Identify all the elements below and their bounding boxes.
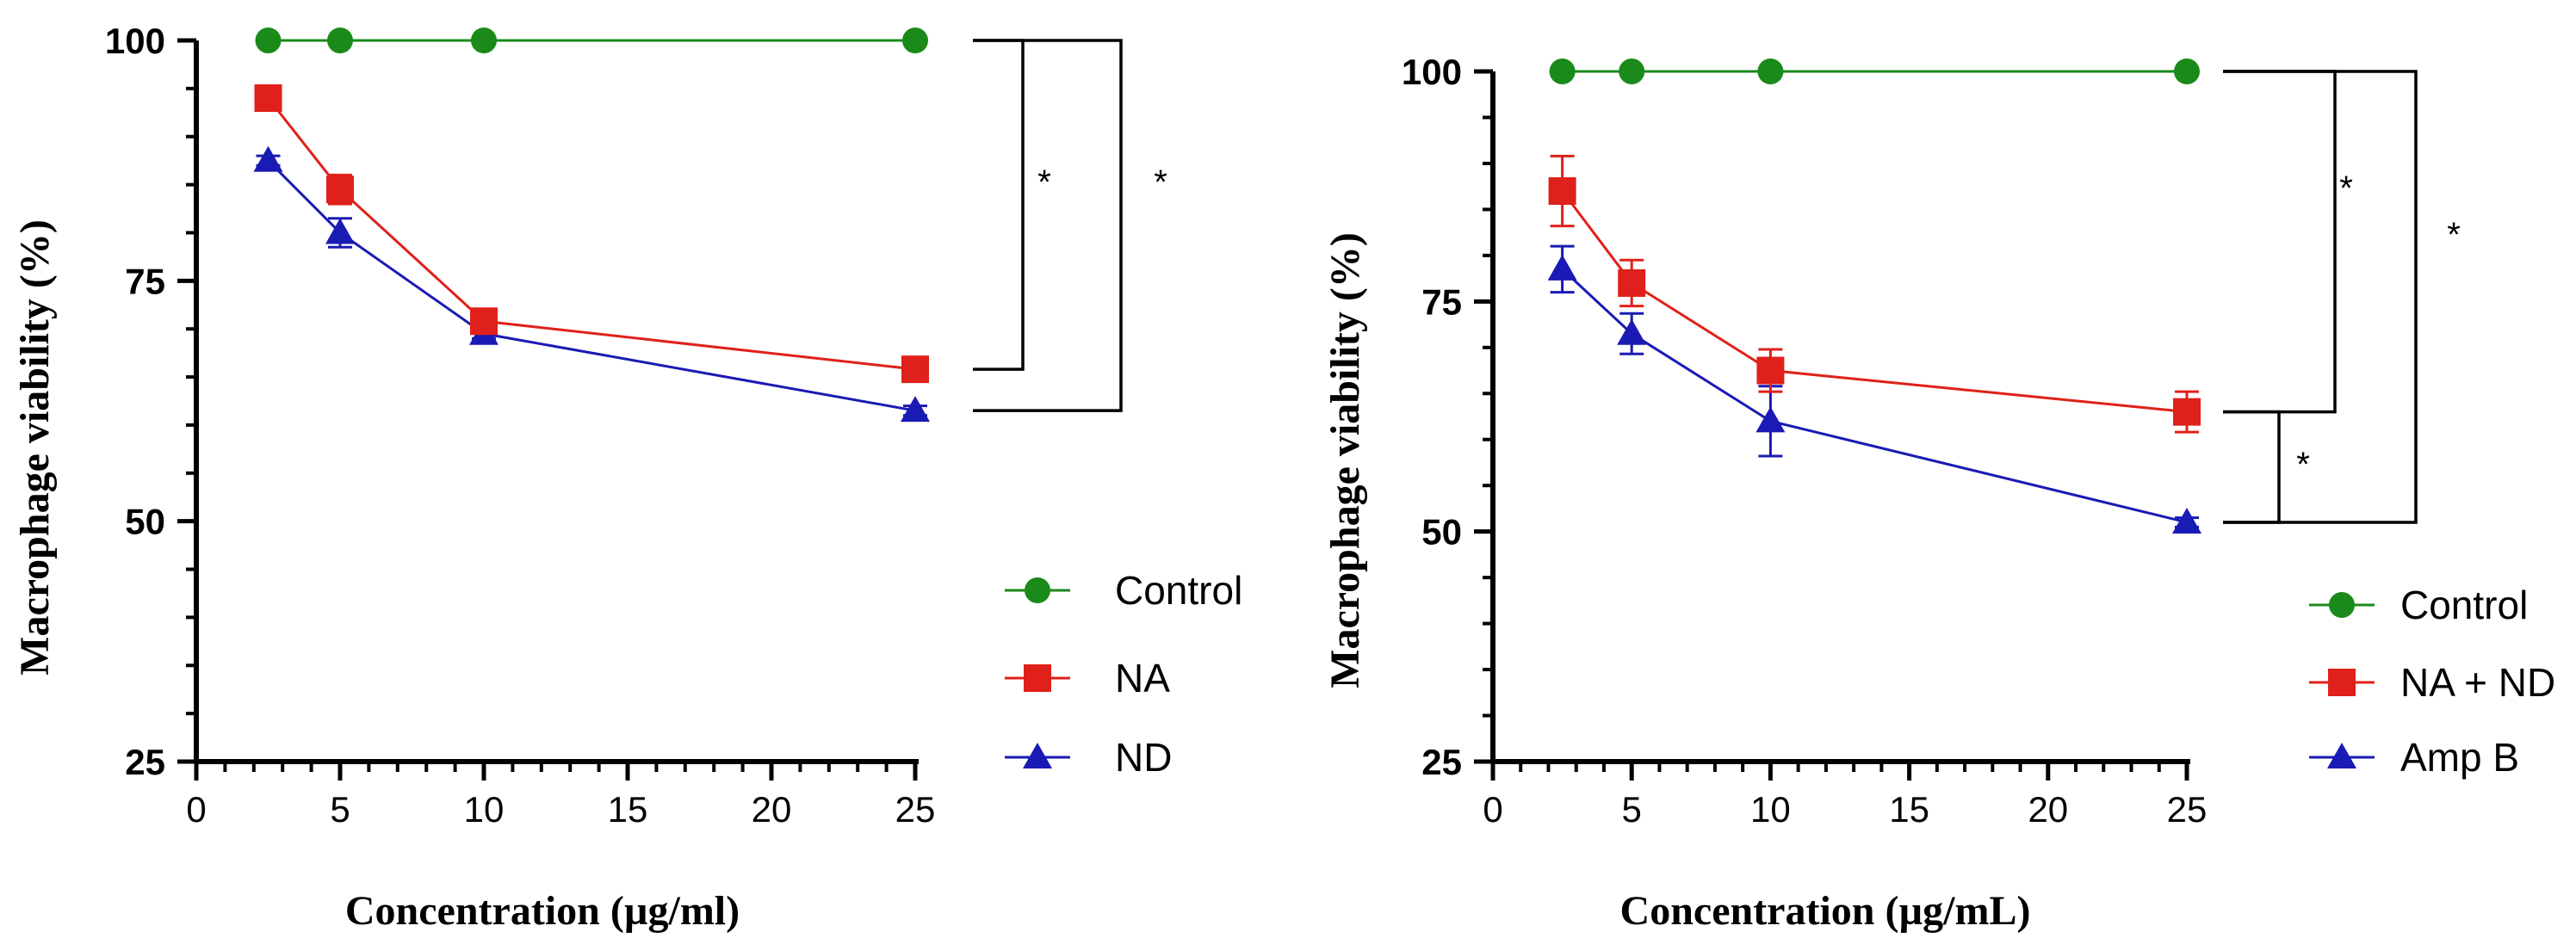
- significance-bracket: [2223, 410, 2281, 524]
- legend-label: Control: [1115, 568, 1242, 613]
- y-tick-label: 75: [1421, 281, 1462, 322]
- y-tick-label: 50: [125, 502, 165, 542]
- chart-panel-left: Concentration (µg/ml) Macrophage viabili…: [12, 21, 1242, 934]
- legend-item: Control: [1005, 568, 1242, 613]
- legend-marker: [2328, 669, 2356, 696]
- legend-label: Control: [2400, 583, 2528, 627]
- data-point: [470, 307, 498, 336]
- data-point: [1757, 59, 1784, 84]
- y-axis-title: Macrophage viability (%): [1322, 232, 1368, 688]
- y-tick-label: 50: [1421, 512, 1462, 552]
- series-nd: [253, 145, 930, 423]
- y-tick-label: 100: [1402, 52, 1462, 92]
- x-tick-label: 5: [1622, 789, 1642, 830]
- legend-label: Amp B: [2400, 735, 2519, 780]
- x-tick-label: 25: [895, 789, 936, 830]
- legend: Control NA + ND Amp B: [2309, 583, 2555, 780]
- legend-marker: [2327, 743, 2356, 768]
- data-point: [253, 145, 283, 172]
- data-point: [325, 218, 355, 244]
- data-point: [901, 355, 929, 384]
- legend-marker: [1025, 577, 1050, 603]
- y-tick-label: 25: [125, 742, 165, 782]
- data-point: [1547, 254, 1577, 281]
- series-line: [1561, 190, 2188, 414]
- significance-bracket: [973, 39, 1123, 412]
- legend-marker: [2329, 592, 2355, 618]
- x-tick-label: 20: [752, 789, 792, 830]
- series-na: [254, 84, 929, 384]
- x-tick-label: 5: [330, 789, 350, 830]
- legend-marker: [1024, 664, 1051, 692]
- data-point: [901, 396, 930, 423]
- data-point: [326, 176, 354, 204]
- x-tick-label: 0: [1483, 789, 1502, 830]
- data-point: [902, 28, 928, 53]
- data-point: [1618, 268, 1646, 297]
- data-point: [2173, 398, 2201, 426]
- legend-marker: [1023, 743, 1052, 768]
- significance-bracket: [2223, 70, 2337, 414]
- legend: Control NA ND: [1005, 568, 1242, 780]
- x-tick-label: 0: [186, 789, 206, 830]
- significance-bracket: [2223, 70, 2418, 524]
- legend-label: NA + ND: [2400, 660, 2555, 705]
- x-tick-label: 20: [2028, 789, 2068, 830]
- series-control: [1549, 59, 2200, 84]
- significance-star: *: [1154, 164, 1167, 201]
- significance-star: *: [2296, 446, 2310, 484]
- legend-item: ND: [1005, 735, 1172, 780]
- legend-item: NA: [1005, 656, 1170, 700]
- y-tick-label: 25: [1421, 742, 1462, 782]
- x-axis-title: Concentration (µg/mL): [1620, 888, 2031, 934]
- significance-star: *: [2447, 216, 2461, 254]
- data-point: [1756, 356, 1785, 385]
- data-point: [471, 28, 497, 53]
- data-point: [254, 84, 282, 113]
- x-tick-label: 10: [464, 789, 505, 830]
- legend-item: NA + ND: [2309, 660, 2555, 705]
- y-axis-title: Macrophage viability (%): [12, 219, 58, 676]
- x-tick-label: 10: [1750, 789, 1791, 830]
- series-na-nd: [1548, 154, 2201, 434]
- series-line: [267, 159, 916, 412]
- legend-item: Amp B: [2309, 735, 2519, 780]
- data-point: [2174, 59, 2200, 84]
- x-axis-title: Concentration (µg/ml): [345, 888, 740, 934]
- legend-label: NA: [1115, 656, 1170, 700]
- y-tick-label: 75: [125, 261, 165, 301]
- series-control: [255, 28, 928, 53]
- x-tick-label: 15: [1889, 789, 1929, 830]
- data-point: [1756, 406, 1786, 433]
- data-point: [1617, 318, 1647, 345]
- legend-item: Control: [2309, 583, 2528, 627]
- legend-label: ND: [1115, 735, 1172, 780]
- significance-bracket: [973, 39, 1025, 371]
- series-line: [1561, 268, 2188, 524]
- data-point: [2172, 507, 2201, 534]
- data-point: [255, 28, 282, 53]
- significance-star: *: [2339, 170, 2353, 207]
- significance-star: *: [1037, 164, 1051, 201]
- x-tick-label: 25: [2167, 789, 2208, 830]
- data-point: [1549, 59, 1576, 84]
- data-point: [1548, 177, 1576, 206]
- series-amp-b: [1547, 244, 2201, 534]
- x-tick-label: 15: [608, 789, 648, 830]
- chart-panel-right: Concentration (µg/mL) Macrophage viabili…: [1322, 52, 2555, 934]
- data-point: [1619, 59, 1645, 84]
- data-point: [327, 28, 353, 53]
- y-tick-label: 100: [105, 21, 165, 61]
- series-line: [267, 97, 916, 371]
